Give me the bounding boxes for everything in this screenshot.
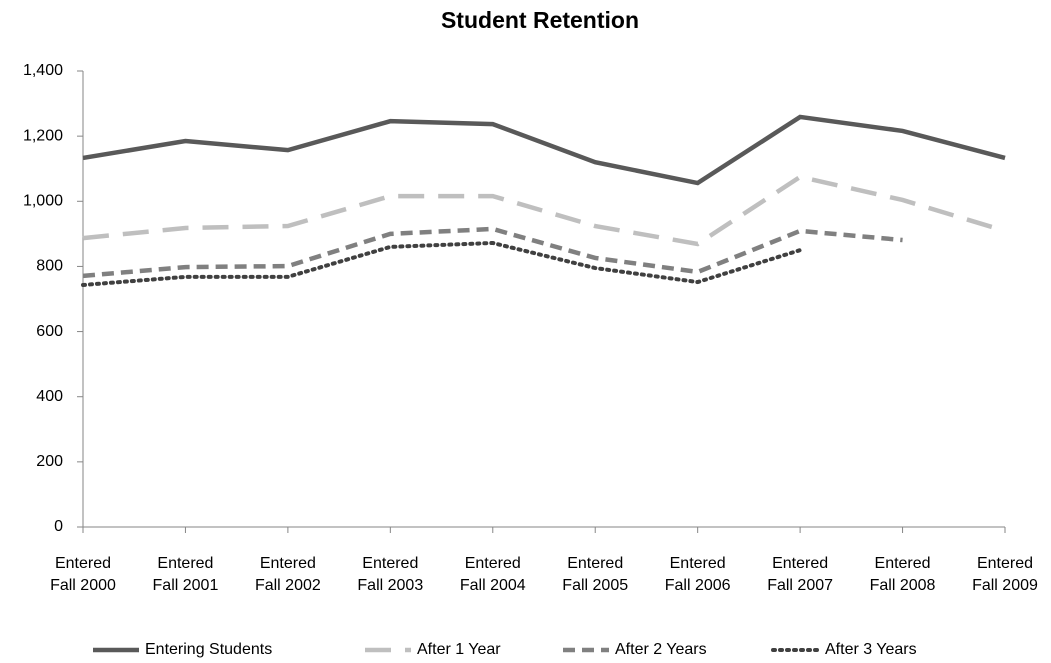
- x-tick-label: Entered Fall 2001: [152, 555, 219, 594]
- x-tick-label: Entered Fall 2005: [562, 555, 629, 594]
- legend-label: After 3 Years: [825, 641, 917, 658]
- legend-label: Entering Students: [145, 641, 272, 658]
- x-tick-label: Entered Fall 2003: [357, 555, 424, 594]
- series-line: [82, 114, 1006, 186]
- x-tick-label: Entered Fall 2004: [459, 555, 526, 594]
- y-tick-label: 1,400: [23, 62, 63, 79]
- x-tick-label: Entered Fall 2002: [254, 555, 321, 594]
- series-line: [82, 226, 903, 279]
- series-line: [82, 174, 1006, 247]
- legend-label: After 1 Year: [417, 641, 501, 658]
- y-tick-label: 600: [36, 323, 63, 340]
- x-tick-label: Entered Fall 2006: [664, 555, 731, 594]
- y-tick-label: 400: [36, 388, 63, 405]
- legend-label: After 2 Years: [615, 641, 707, 658]
- chart-title: Student Retention: [441, 7, 639, 33]
- y-tick-label: 200: [36, 453, 63, 470]
- series-line: [81, 240, 803, 287]
- y-tick-label: 800: [36, 258, 63, 275]
- x-tick-label: Entered Fall 2009: [972, 555, 1038, 594]
- y-tick-label: 1,000: [23, 193, 63, 210]
- y-tick-label: 1,200: [23, 127, 63, 144]
- x-tick-label: Entered Fall 2007: [767, 555, 834, 594]
- x-tick-label: Entered Fall 2000: [50, 555, 116, 594]
- x-tick-label: Entered Fall 2008: [869, 555, 936, 594]
- y-tick-label: 0: [54, 518, 63, 535]
